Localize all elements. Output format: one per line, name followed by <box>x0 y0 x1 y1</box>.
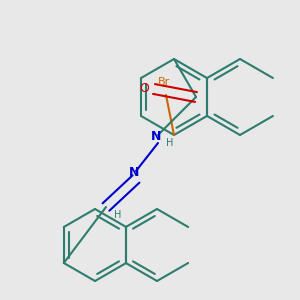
Text: H: H <box>166 138 174 148</box>
Text: Br: Br <box>158 77 170 87</box>
Text: N: N <box>129 167 139 179</box>
Text: N: N <box>151 130 161 143</box>
Text: O: O <box>139 82 149 95</box>
Text: H: H <box>114 210 122 220</box>
